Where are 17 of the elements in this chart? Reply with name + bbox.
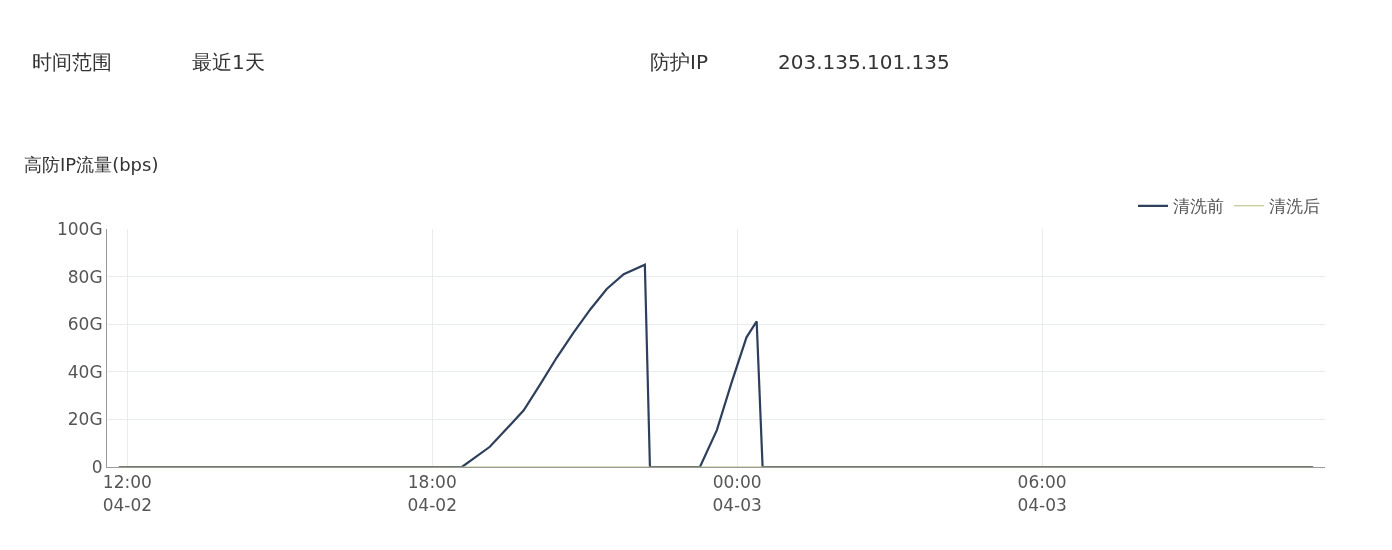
y-tick-label: 20G bbox=[67, 409, 103, 430]
x-tick-label: 18:00 04-02 bbox=[407, 472, 457, 515]
x-tick-label: 00:00 04-03 bbox=[712, 472, 762, 515]
text: 203.135.101.135 bbox=[778, 50, 950, 74]
y-tick-label: 100G bbox=[56, 218, 103, 239]
y-tick-label: 80G bbox=[67, 266, 103, 287]
legend-label: 清洗后 bbox=[1269, 196, 1320, 217]
x-tick-label: 12:00 04-02 bbox=[102, 472, 153, 515]
chart-title: 高防IP流量(bps) bbox=[24, 154, 159, 175]
x-tick-label: 06:00 04-03 bbox=[1017, 472, 1067, 515]
text: 时间范围 bbox=[32, 50, 112, 74]
y-tick-label: 0 bbox=[91, 456, 103, 477]
y-tick-label: 40G bbox=[67, 361, 103, 382]
text: 防护IP bbox=[650, 50, 708, 74]
text: 最近1天 bbox=[192, 50, 265, 74]
legend-label: 清洗前 bbox=[1173, 196, 1224, 217]
y-tick-label: 60G bbox=[67, 314, 103, 335]
